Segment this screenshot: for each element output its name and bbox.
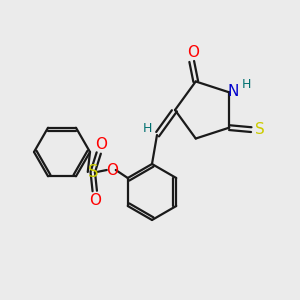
Text: N: N xyxy=(228,84,239,99)
Text: O: O xyxy=(187,45,199,60)
Text: O: O xyxy=(95,136,107,152)
Text: O: O xyxy=(106,163,118,178)
Text: S: S xyxy=(255,122,265,137)
Text: O: O xyxy=(89,193,101,208)
Text: H: H xyxy=(242,78,251,91)
Text: H: H xyxy=(142,122,152,136)
Text: S: S xyxy=(88,163,98,181)
